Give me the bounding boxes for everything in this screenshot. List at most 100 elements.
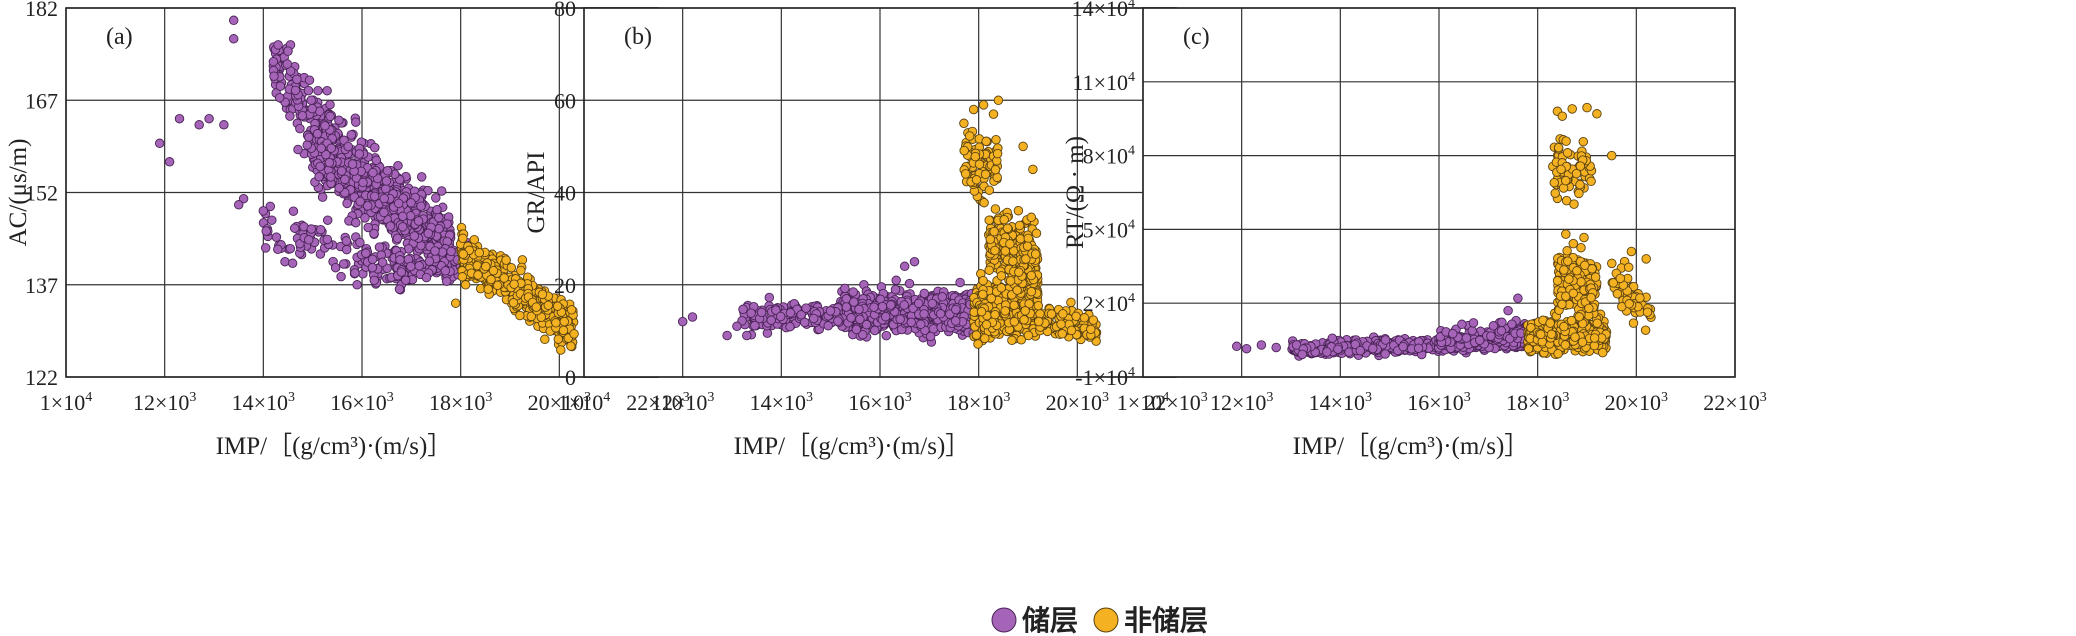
reservoir-point bbox=[764, 292, 775, 303]
reservoir-point bbox=[379, 207, 389, 218]
reservoir-point bbox=[1497, 317, 1507, 328]
reservoir-point bbox=[340, 174, 350, 185]
non-reservoir-point bbox=[509, 279, 519, 289]
reservoir-point bbox=[937, 292, 948, 302]
reservoir-point bbox=[441, 276, 452, 287]
reservoir-point bbox=[436, 186, 447, 196]
non-reservoir-point bbox=[1030, 249, 1041, 259]
non-reservoir-point bbox=[1008, 256, 1018, 266]
non-reservoir-point bbox=[501, 255, 511, 265]
non-reservoir-point bbox=[1023, 330, 1034, 341]
reservoir-point bbox=[430, 246, 440, 256]
non-reservoir-point bbox=[516, 265, 526, 276]
y-axis-title: AC/(μs/m) bbox=[5, 139, 32, 247]
reservoir-point bbox=[890, 284, 901, 295]
reservoir-point bbox=[341, 244, 352, 255]
reservoir-point bbox=[297, 110, 308, 121]
reservoir-point bbox=[338, 259, 349, 269]
reservoir-point bbox=[315, 161, 325, 172]
reservoir-point bbox=[326, 143, 337, 153]
reservoir-point bbox=[174, 113, 185, 124]
reservoir-point bbox=[355, 237, 365, 248]
non-reservoir-point bbox=[450, 298, 461, 308]
non-reservoir-point bbox=[483, 284, 493, 294]
reservoir-point bbox=[228, 34, 239, 44]
non-reservoir-point bbox=[1014, 267, 1024, 277]
x-tick-label: 18×103 bbox=[429, 390, 492, 415]
reservoir-point bbox=[219, 120, 229, 130]
reservoir-point bbox=[935, 309, 946, 319]
non-reservoir-point bbox=[993, 95, 1004, 106]
non-reservoir-point bbox=[458, 249, 468, 259]
non-reservoir-point bbox=[1005, 276, 1016, 286]
reservoir-point bbox=[413, 216, 424, 226]
reservoir-point bbox=[315, 224, 326, 235]
reservoir-point bbox=[336, 271, 346, 282]
reservoir-point bbox=[369, 228, 379, 239]
reservoir-point bbox=[1457, 319, 1467, 330]
reservoir-point bbox=[398, 211, 408, 222]
non-reservoir-point bbox=[474, 247, 485, 258]
reservoir-point bbox=[267, 215, 277, 225]
reservoir-point bbox=[322, 215, 333, 225]
reservoir-point bbox=[785, 321, 795, 332]
reservoir-point bbox=[326, 172, 336, 182]
reservoir-point bbox=[881, 330, 892, 341]
reservoir-point bbox=[899, 300, 909, 310]
reservoir-point bbox=[304, 235, 314, 245]
reservoir-point bbox=[687, 312, 698, 322]
x-axis-title: IMP/［(g/cm³)·(m/s)］ bbox=[216, 432, 453, 460]
reservoir-point bbox=[855, 314, 865, 325]
reservoir-point bbox=[292, 74, 302, 85]
non-reservoir-point bbox=[1058, 309, 1068, 319]
reservoir-point bbox=[290, 85, 301, 96]
non-reservoir-point bbox=[1014, 220, 1025, 231]
reservoir-point bbox=[304, 75, 315, 85]
reservoir-point bbox=[285, 111, 295, 121]
reservoir-point bbox=[927, 298, 938, 309]
reservoir-point bbox=[336, 166, 347, 176]
reservoir-point bbox=[841, 302, 852, 312]
reservoir-point bbox=[392, 233, 403, 244]
x-tick-label: 16×103 bbox=[330, 390, 393, 415]
non-reservoir-point bbox=[473, 270, 483, 280]
non-reservoir-point bbox=[1035, 309, 1045, 319]
reservoir-point bbox=[801, 303, 811, 313]
reservoir-point bbox=[368, 167, 378, 178]
reservoir-point bbox=[273, 40, 283, 50]
non-reservoir-point bbox=[1026, 270, 1037, 281]
reservoir-point bbox=[406, 261, 416, 272]
reservoir-point bbox=[362, 201, 373, 211]
reservoir-point bbox=[354, 149, 365, 159]
reservoir-point bbox=[269, 71, 279, 81]
reservoir-point bbox=[416, 201, 426, 211]
reservoir-point bbox=[400, 275, 411, 285]
scatter-panel-c: 1×104 12×103 14×103 16×103 18×103 20×103 22×10… bbox=[1062, 0, 1767, 460]
reservoir-point bbox=[785, 308, 796, 318]
non-reservoir-point bbox=[1000, 246, 1011, 256]
non-reservoir-point bbox=[979, 197, 989, 208]
reservoir-point bbox=[303, 85, 314, 96]
non-reservoir-point bbox=[508, 298, 519, 308]
reservoir-point bbox=[289, 223, 300, 233]
non-reservoir-point bbox=[1066, 297, 1076, 308]
reservoir-point bbox=[351, 117, 361, 127]
reservoir-point bbox=[393, 198, 404, 209]
reservoir-point bbox=[1380, 349, 1390, 359]
non-reservoir-point bbox=[960, 169, 971, 179]
reservoir-point bbox=[849, 297, 859, 307]
y-tick-label: 20 bbox=[554, 273, 576, 298]
non-reservoir-point bbox=[978, 100, 989, 110]
non-reservoir-point bbox=[990, 245, 1000, 256]
y-tick-label: 40 bbox=[554, 181, 576, 206]
reservoir-point bbox=[369, 275, 380, 286]
reservoir-point bbox=[950, 316, 961, 326]
non-reservoir-point bbox=[1022, 241, 1033, 251]
reservoir-point bbox=[352, 280, 362, 290]
reservoir-point bbox=[886, 300, 896, 310]
reservoir-point bbox=[381, 176, 392, 186]
reservoir-point bbox=[738, 304, 748, 315]
reservoir-point bbox=[228, 15, 239, 26]
non-reservoir-point bbox=[996, 271, 1007, 281]
x-tick-label: 12×103 bbox=[133, 390, 196, 415]
